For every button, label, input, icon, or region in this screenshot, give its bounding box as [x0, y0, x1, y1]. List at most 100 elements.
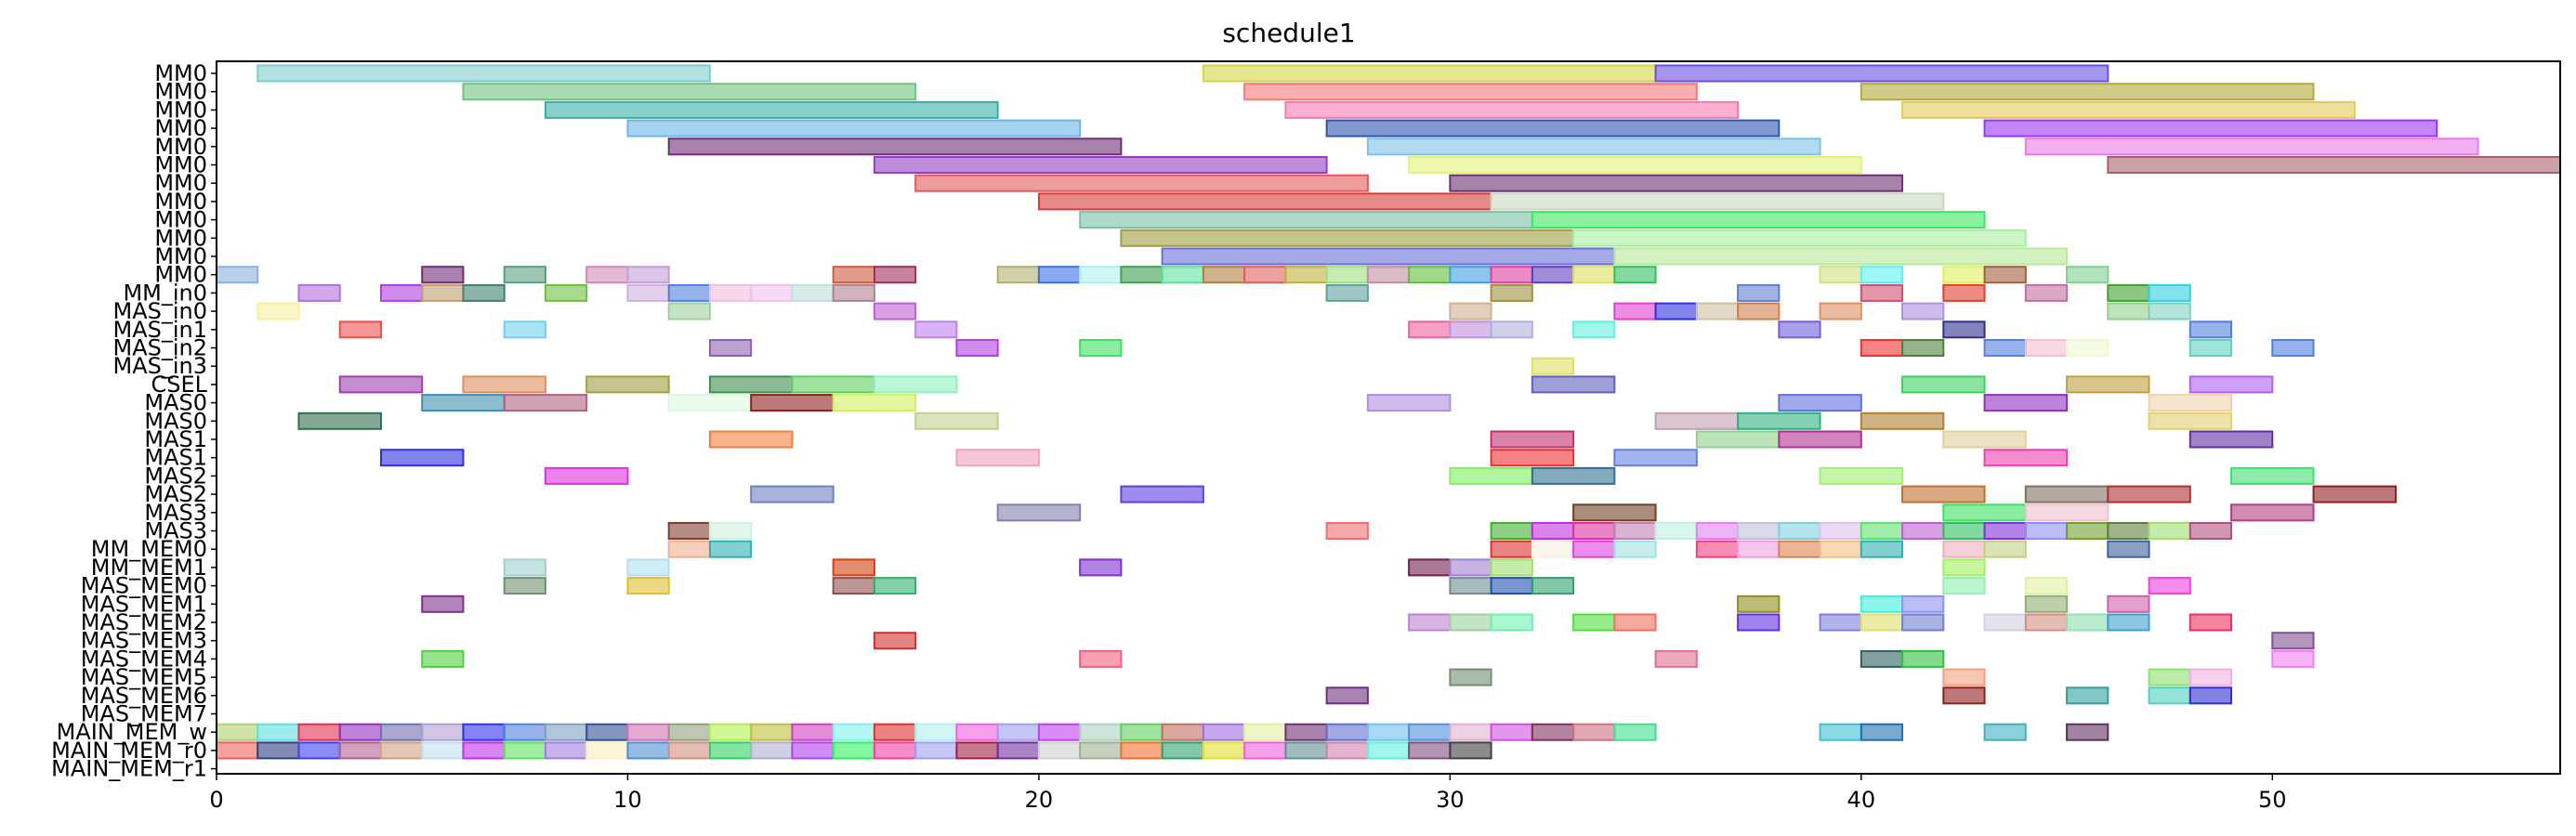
bar-259: [585, 723, 629, 741]
bar-45: [1408, 266, 1452, 284]
bar-128: [914, 411, 999, 430]
bar-196: [626, 558, 670, 577]
bar-209: [1531, 577, 1575, 595]
bar-102: [1983, 339, 2027, 357]
bar-177: [2066, 522, 2109, 540]
bar-288: [2066, 723, 2109, 741]
bar-2: [1654, 64, 2109, 83]
y-tick-label: MM0: [154, 60, 207, 86]
bar-94: [1778, 320, 1821, 339]
y-tick-label: MM0: [154, 134, 207, 160]
bar-22: [1079, 211, 1533, 229]
bar-234: [2271, 632, 2315, 650]
bar-241: [1449, 668, 1492, 686]
bar-55: [2066, 266, 2109, 284]
bar-174: [1942, 522, 1986, 540]
bar-162: [1325, 522, 1369, 540]
bar-127: [297, 411, 382, 430]
bar-302: [750, 741, 794, 760]
bar-252: [297, 723, 341, 741]
bar-293: [379, 741, 424, 760]
y-tick-label: MAIN_MEM_r0: [51, 738, 207, 764]
bar-58: [421, 283, 465, 302]
bar-62: [667, 283, 711, 302]
bar-243: [2148, 668, 2191, 686]
y-tick-label: MAIN_MEM_r1: [51, 756, 207, 782]
bar-145: [1449, 466, 1533, 485]
bar-305: [873, 741, 917, 760]
bars-layer: [216, 64, 2562, 760]
bar-219: [1408, 613, 1452, 632]
bar-63: [708, 283, 753, 302]
bar-222: [1572, 613, 1616, 632]
bar-238: [1860, 649, 1904, 668]
bar-85: [2107, 302, 2150, 320]
bar-184: [1531, 540, 1575, 558]
bar-117: [2188, 375, 2274, 394]
y-tick-label: MAS_in2: [112, 335, 207, 361]
bar-36: [1037, 266, 1082, 284]
bar-226: [1860, 613, 1904, 632]
bar-64: [750, 283, 794, 302]
y-tick-label: MAS_MEM1: [81, 591, 207, 617]
bar-103: [2024, 339, 2069, 357]
bar-262: [708, 723, 753, 741]
bar-12: [667, 137, 1123, 156]
bar-231: [2107, 613, 2150, 632]
bar-96: [2188, 320, 2233, 339]
bar-116: [2066, 375, 2150, 394]
bar-141: [1490, 449, 1575, 467]
bar-23: [1531, 211, 1986, 229]
y-tick-label: MM0: [154, 79, 207, 105]
y-tick-label: MAS2: [144, 463, 207, 489]
bar-182: [708, 540, 753, 558]
bar-223: [1613, 613, 1657, 632]
y-tick-label: MM0: [154, 225, 207, 251]
bar-224: [1737, 613, 1781, 632]
x-axis: 0 10 20 30 40 50: [209, 774, 2287, 813]
bar-188: [1737, 540, 1781, 558]
bar-73: [2107, 283, 2150, 302]
bar-99: [1079, 339, 1123, 357]
bar-178: [2107, 522, 2150, 540]
bar-220: [1449, 613, 1492, 632]
bar-1: [1202, 64, 1657, 83]
bar-229: [2024, 613, 2069, 632]
bar-295: [462, 741, 506, 760]
bar-272: [1120, 723, 1163, 741]
bar-291: [297, 741, 341, 760]
bar-315: [1284, 741, 1328, 760]
bar-57: [379, 283, 424, 302]
bar-165: [1572, 522, 1616, 540]
bar-281: [1490, 723, 1533, 741]
bar-205: [832, 577, 875, 595]
bar-61: [626, 283, 670, 302]
bar-37: [1079, 266, 1123, 284]
bar-120: [667, 394, 753, 412]
bar-225: [1819, 613, 1862, 632]
bar-16: [1408, 156, 1862, 174]
y-tick-label: MAS_in1: [112, 317, 207, 343]
y-tick-label: CSEL: [151, 372, 207, 398]
y-tick-label: MM0: [154, 207, 207, 233]
bar-236: [1079, 649, 1123, 668]
x-tick-label: 50: [2258, 787, 2287, 813]
bar-39: [1161, 266, 1204, 284]
bar-164: [1531, 522, 1575, 540]
bar-104: [2066, 339, 2109, 357]
bar-133: [708, 430, 794, 449]
bar-307: [955, 741, 999, 760]
bar-200: [1449, 558, 1492, 577]
bar-74: [2148, 283, 2191, 302]
bar-308: [996, 741, 1040, 760]
y-tick-label: MM0: [154, 115, 207, 141]
bar-140: [955, 449, 1040, 467]
bar-167: [1654, 522, 1698, 540]
bar-286: [1860, 723, 1904, 741]
bar-203: [503, 577, 546, 595]
bar-34: [873, 266, 917, 284]
bar-118: [421, 394, 506, 412]
bar-300: [667, 741, 711, 760]
bar-67: [1325, 283, 1369, 302]
bar-273: [1161, 723, 1204, 741]
